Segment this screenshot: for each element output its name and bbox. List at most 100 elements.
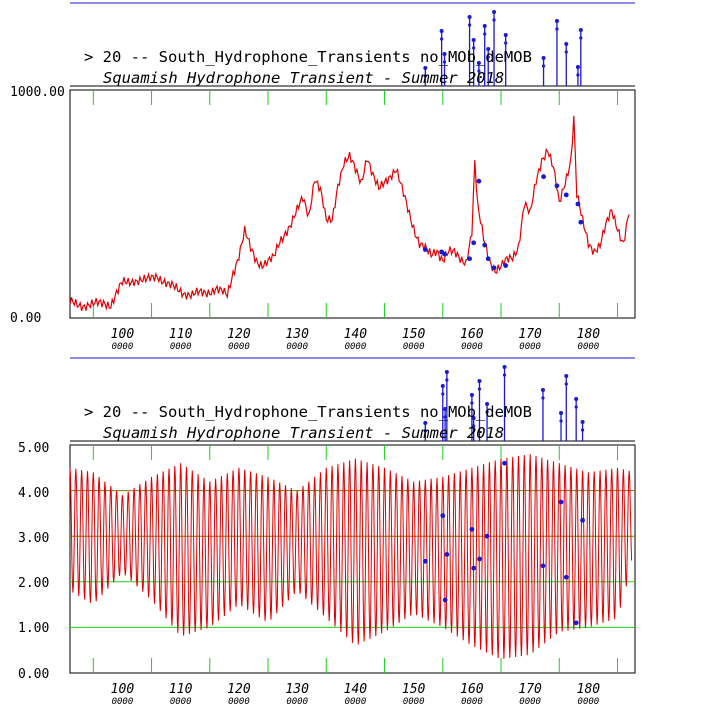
event-stem-marker — [472, 46, 476, 50]
event-point — [558, 499, 564, 505]
event-stem-marker — [442, 52, 447, 56]
x-tick-sublabel: 0000 — [170, 342, 192, 352]
event-stem-marker — [482, 24, 487, 28]
event-point — [575, 201, 581, 207]
event-point — [444, 552, 450, 557]
x-tick-label: 160 — [460, 327, 484, 342]
event-stem-marker — [477, 69, 481, 73]
chart-title: > 20 -- South_Hydrophone_Transients no_M… — [84, 48, 532, 66]
event-stem-marker — [440, 384, 445, 388]
x-tick-label: 130 — [285, 327, 309, 342]
event-point — [540, 563, 546, 569]
event-point — [491, 265, 497, 271]
event-point — [502, 460, 507, 466]
event-stem-marker — [423, 421, 428, 425]
event-stem-marker — [439, 29, 444, 33]
event-stem-marker — [541, 56, 546, 60]
y-tick-label: 3.00 — [18, 531, 49, 546]
event-stem-marker — [486, 55, 490, 59]
series-line — [69, 115, 630, 311]
plot-frame — [69, 444, 636, 674]
event-stem-marker — [576, 73, 580, 77]
event-stem-marker — [470, 401, 474, 405]
y-tick-label: 1.00 — [18, 621, 49, 636]
x-tick-sublabel: 0000 — [403, 342, 425, 352]
x-tick-label: 140 — [344, 327, 368, 342]
event-point — [554, 183, 560, 189]
event-stem-marker — [559, 419, 563, 423]
event-point — [503, 263, 509, 268]
event-stem-marker — [574, 405, 578, 409]
x-tick-label: 100 — [111, 682, 135, 697]
event-stem-marker — [559, 411, 564, 415]
y-tick-label: 5.00 — [18, 441, 49, 456]
event-point — [422, 247, 428, 253]
event-stem-marker — [443, 407, 448, 411]
x-tick-label: 170 — [518, 682, 542, 697]
event-point — [442, 251, 447, 257]
event-stem-marker — [471, 416, 476, 420]
x-tick-label: 130 — [285, 682, 309, 697]
event-point — [580, 517, 585, 523]
event-stem-marker — [423, 66, 428, 70]
x-tick-sublabel: 0000 — [578, 342, 600, 352]
x-tick-sublabel: 0000 — [519, 697, 541, 707]
plot-frame — [69, 89, 636, 319]
x-tick-label: 150 — [402, 327, 426, 342]
event-stem-marker — [540, 388, 545, 392]
event-stem-marker — [564, 50, 568, 54]
event-stem-marker — [477, 379, 482, 383]
event-stem-marker — [574, 397, 579, 401]
x-tick-sublabel: 0000 — [228, 697, 250, 707]
event-stem-marker — [441, 392, 445, 396]
x-tick-label: 180 — [577, 327, 601, 342]
event-stem-marker — [472, 424, 476, 428]
event-point — [485, 256, 491, 262]
x-tick-label: 150 — [402, 682, 426, 697]
y-tick-label: 0.00 — [10, 311, 41, 326]
event-stem-marker — [443, 415, 447, 419]
event-stem-marker — [492, 10, 497, 14]
event-point — [422, 558, 428, 564]
x-tick-label: 140 — [344, 682, 368, 697]
event-point — [484, 533, 490, 539]
x-tick-sublabel: 0000 — [519, 342, 541, 352]
event-stem-marker — [564, 382, 568, 386]
event-point — [471, 240, 477, 246]
x-tick-label: 100 — [111, 327, 135, 342]
event-stem-marker — [444, 370, 449, 374]
event-stem-marker — [469, 393, 474, 397]
x-tick-sublabel: 0000 — [112, 697, 134, 707]
event-point — [476, 178, 482, 184]
event-stem-marker — [477, 387, 482, 391]
chart-panel-1 — [69, 2, 636, 319]
event-stem-marker — [503, 33, 508, 37]
event-stem-marker — [502, 365, 507, 369]
event-point — [563, 192, 569, 198]
event-stem-marker — [575, 65, 580, 69]
event-stem-marker — [564, 374, 569, 378]
event-point — [467, 256, 472, 262]
event-stem-marker — [483, 32, 487, 36]
event-stem-marker — [504, 41, 508, 45]
event-stem-marker — [580, 420, 585, 424]
chart-subtitle: Squamish Hydrophone Transient - Summer 2… — [103, 424, 504, 442]
event-point — [469, 526, 475, 532]
x-tick-label: 110 — [169, 682, 193, 697]
x-tick-sublabel: 0000 — [345, 342, 367, 352]
chart-subtitle: Squamish Hydrophone Transient - Summer 2… — [103, 69, 504, 87]
x-tick-sublabel: 0000 — [403, 697, 425, 707]
x-tick-label: 180 — [577, 682, 601, 697]
event-stem-marker — [541, 64, 546, 68]
event-point — [442, 597, 448, 603]
x-tick-label: 120 — [227, 682, 251, 697]
event-stem-marker — [564, 42, 569, 46]
event-stem-marker — [578, 28, 583, 32]
event-point — [477, 556, 482, 562]
event-stem-marker — [486, 47, 491, 51]
event-stem-marker — [555, 27, 559, 31]
event-point — [541, 174, 546, 180]
event-point — [578, 219, 584, 225]
event-stem-marker — [471, 38, 476, 42]
